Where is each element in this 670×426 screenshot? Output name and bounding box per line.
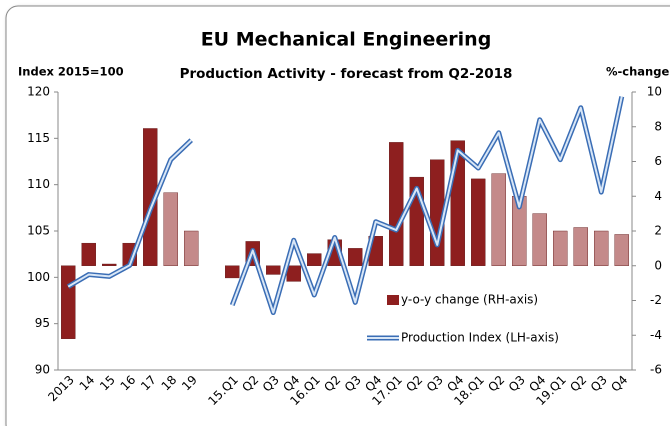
y2-tick-label: 2 bbox=[654, 224, 662, 238]
y2-tick-label: -6 bbox=[650, 363, 662, 377]
bar bbox=[184, 230, 199, 266]
y-tick-label: 105 bbox=[27, 224, 50, 238]
y-tick-label: 120 bbox=[27, 85, 50, 99]
y2-tick-label: 0 bbox=[654, 258, 662, 272]
bar bbox=[614, 234, 629, 266]
y-tick-label: 90 bbox=[35, 363, 50, 377]
y-tick-label: 100 bbox=[27, 270, 50, 284]
bar bbox=[491, 173, 506, 266]
bar bbox=[307, 253, 322, 266]
bar bbox=[389, 142, 404, 266]
line bbox=[67, 139, 192, 288]
y-tick-label: 95 bbox=[35, 316, 50, 330]
bar bbox=[471, 178, 486, 266]
bar bbox=[61, 265, 76, 339]
y2-axis-label: %-change bbox=[606, 65, 669, 79]
chart-title: EU Mechanical Engineering bbox=[201, 29, 492, 51]
bar bbox=[573, 227, 588, 266]
chart-subtitle: Production Activity - forecast from Q2-2… bbox=[180, 66, 513, 82]
bar bbox=[225, 265, 240, 279]
y2-tick-label: 4 bbox=[654, 189, 662, 203]
bar bbox=[286, 265, 301, 282]
y2-tick-label: 8 bbox=[654, 119, 662, 133]
bar bbox=[553, 230, 568, 266]
y2-tick-label: 6 bbox=[654, 154, 662, 168]
legend-label: y-o-y change (RH-axis) bbox=[401, 293, 538, 307]
bar bbox=[266, 265, 281, 275]
y-tick-label: 115 bbox=[27, 131, 50, 145]
bar bbox=[348, 248, 363, 266]
chart-frame bbox=[5, 5, 670, 426]
legend-label: Production Index (LH-axis) bbox=[401, 331, 559, 345]
y-axis-label: Index 2015=100 bbox=[18, 65, 124, 79]
y2-tick-label: 10 bbox=[647, 85, 662, 99]
bar bbox=[594, 230, 609, 266]
line bbox=[231, 96, 623, 314]
bar bbox=[163, 192, 178, 266]
legend-swatch bbox=[387, 295, 399, 305]
y2-tick-label: -4 bbox=[650, 328, 662, 342]
y-tick-label: 110 bbox=[27, 177, 50, 191]
bar bbox=[81, 242, 96, 266]
bar bbox=[102, 263, 117, 266]
bar bbox=[532, 213, 547, 266]
y2-tick-label: -2 bbox=[650, 293, 662, 307]
